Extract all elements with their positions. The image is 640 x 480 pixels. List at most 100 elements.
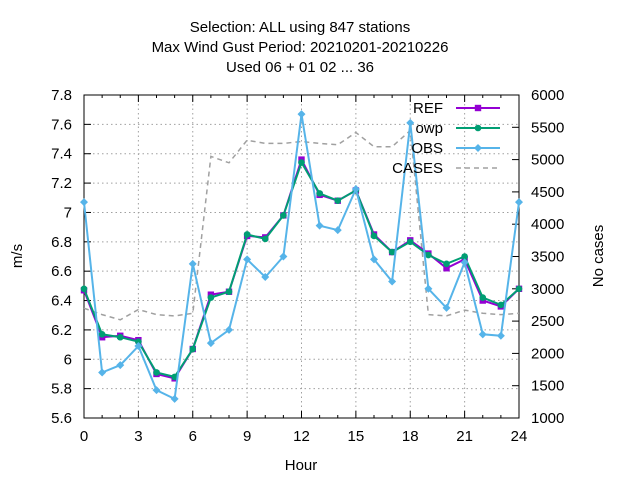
data-point — [461, 253, 468, 260]
y2-tick-label: 6000 — [531, 87, 564, 104]
data-point — [152, 386, 161, 395]
data-point — [333, 226, 342, 235]
data-point — [243, 255, 252, 264]
legend-marker — [474, 144, 482, 152]
data-point — [334, 197, 342, 205]
series-line-cases — [83, 128, 520, 321]
y-axis-label: m/s — [9, 244, 26, 268]
data-point — [443, 265, 450, 272]
data-point — [479, 294, 487, 301]
axis-ticks — [83, 94, 520, 419]
series-obs — [80, 110, 523, 403]
legend-marker — [474, 104, 482, 112]
x-tick-label: 18 — [402, 428, 419, 445]
x-tick-labels: 0 3 6 9 12 15 18 21 24 — [80, 428, 528, 445]
data-point — [298, 159, 305, 166]
data-point — [171, 373, 178, 381]
data-point — [279, 252, 288, 261]
x-tick-label: 21 — [456, 428, 473, 445]
data-point — [280, 212, 287, 219]
data-point — [261, 273, 270, 282]
y-tick-labels: 5.6 5.8 6 6.2 6.4 6.6 6.8 7 7.2 7.4 7.6 7.8 — [51, 87, 72, 427]
series-layer — [80, 110, 523, 403]
legend-label: REF — [413, 100, 443, 117]
x-tick-label: 12 — [293, 428, 310, 445]
data-point — [406, 118, 415, 127]
data-point — [98, 331, 106, 338]
y-tick-label: 6.6 — [51, 263, 72, 280]
data-point — [170, 394, 179, 403]
y2-tick-label: 1000 — [531, 410, 564, 427]
series-line-ref — [83, 157, 520, 380]
y-tick-label: 7.6 — [51, 116, 72, 133]
data-point — [207, 294, 215, 301]
legend-label: CASES — [392, 160, 443, 177]
data-point — [315, 221, 324, 230]
y2-tick-label: 5500 — [531, 119, 564, 136]
data-point — [134, 342, 143, 351]
y2-tick-label: 5000 — [531, 152, 564, 169]
y-tick-label: 5.8 — [51, 381, 72, 398]
data-point — [188, 259, 197, 268]
data-point — [496, 331, 505, 340]
x-tick-label: 3 — [134, 428, 142, 445]
data-point — [478, 330, 487, 339]
data-point — [189, 345, 197, 353]
data-point — [370, 232, 378, 240]
y-tick-label: 7.8 — [51, 87, 72, 104]
data-point — [388, 277, 397, 286]
y-tick-label: 5.6 — [51, 410, 72, 427]
x-tick-label: 24 — [511, 428, 528, 445]
data-point — [388, 248, 396, 256]
x-tick-label: 15 — [348, 428, 365, 445]
data-point — [460, 258, 469, 267]
y-tick-label: 6 — [64, 351, 72, 368]
x-tick-label: 9 — [243, 428, 251, 445]
y2-tick-label: 3500 — [531, 249, 564, 266]
data-point — [515, 285, 523, 293]
y-tick-label: 7.2 — [51, 175, 72, 192]
legend-label: owp — [415, 120, 443, 137]
data-point — [80, 285, 88, 293]
legend-marker — [474, 124, 482, 132]
y2-tick-label: 4500 — [531, 184, 564, 201]
data-point — [497, 301, 505, 309]
data-point — [424, 284, 433, 293]
grid-lines — [84, 95, 519, 418]
data-point — [370, 255, 378, 264]
data-point — [442, 303, 451, 312]
series-owp — [80, 159, 523, 381]
title-line-2: Max Wind Gust Period: 20210201-20210226 — [152, 39, 449, 56]
data-point — [225, 288, 233, 296]
x-tick-label: 0 — [80, 428, 88, 445]
data-point — [515, 198, 523, 207]
y-tick-label: 7.4 — [51, 146, 72, 163]
y2-tick-label: 1500 — [531, 378, 564, 395]
data-point — [316, 190, 323, 197]
y2-axis-label: No cases — [590, 225, 607, 288]
title-line-1: Selection: ALL using 847 stations — [190, 19, 410, 36]
legend-label: OBS — [411, 140, 443, 157]
data-point — [406, 238, 414, 246]
legend: REF owp OBS CASES — [392, 100, 500, 177]
title-line-3: Used 06 + 01 02 ... 36 — [226, 59, 374, 76]
x-axis-label: Hour — [285, 457, 318, 474]
y-tick-label: 7 — [64, 204, 72, 221]
series-cases — [83, 128, 520, 321]
y2-tick-labels: 1000 1500 2000 2500 3000 3500 4000 4500 5000 5500… — [531, 87, 564, 427]
data-point — [261, 235, 269, 243]
data-point — [297, 110, 306, 119]
data-point — [351, 184, 360, 193]
data-point — [243, 231, 251, 238]
data-point — [425, 251, 432, 259]
data-point — [116, 333, 124, 341]
data-point — [206, 339, 215, 348]
y-tick-label: 6.4 — [51, 293, 72, 310]
x-tick-label: 6 — [189, 428, 197, 445]
chart-title: Selection: ALL using 847 stations Max Wi… — [152, 19, 449, 76]
data-point — [443, 260, 450, 268]
data-point — [98, 368, 107, 377]
y2-tick-label: 2000 — [531, 345, 564, 362]
data-point — [135, 338, 142, 345]
